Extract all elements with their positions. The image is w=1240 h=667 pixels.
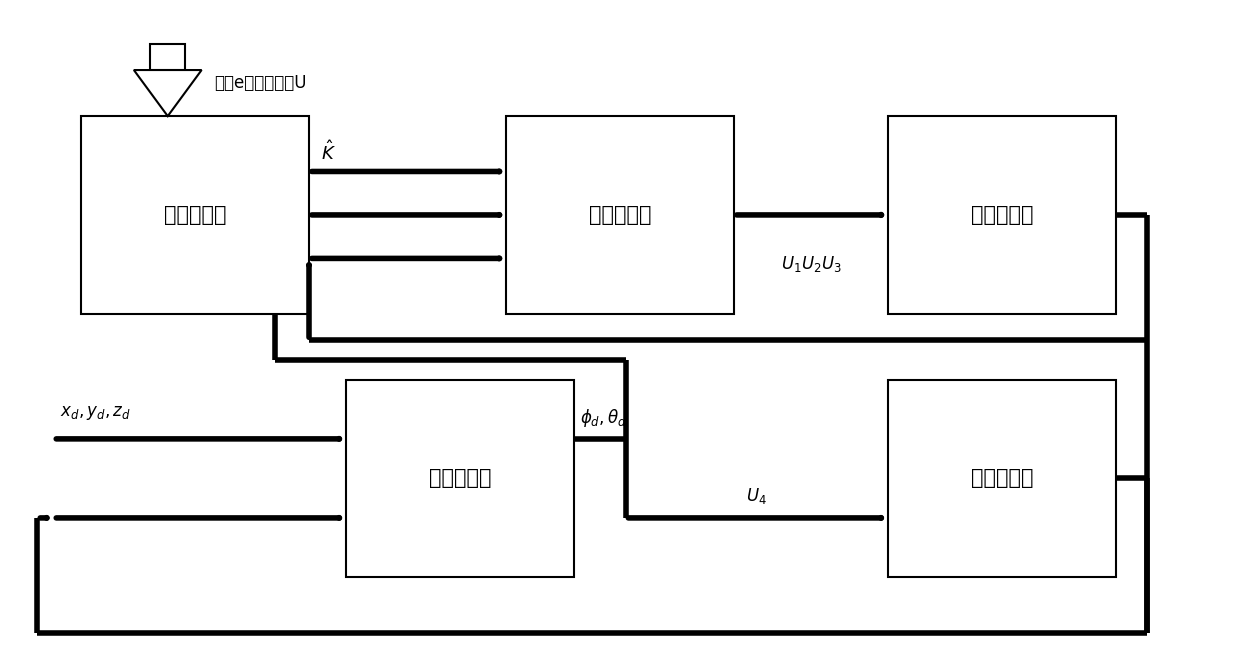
Bar — [888, 116, 1116, 313]
Text: 姿态子系统: 姿态子系统 — [971, 205, 1033, 225]
Text: $\phi_d,\theta_d$: $\phi_d,\theta_d$ — [580, 407, 627, 429]
Text: $U_4$: $U_4$ — [746, 486, 768, 506]
Text: $U_1U_2U_3$: $U_1U_2U_3$ — [780, 254, 841, 274]
Bar — [506, 116, 734, 313]
Text: $x_d,y_d,z_d$: $x_d,y_d,z_d$ — [60, 404, 130, 422]
Text: $\hat{K}$: $\hat{K}$ — [321, 140, 336, 163]
Text: 残差e、控制力矩U: 残差e、控制力矩U — [215, 74, 306, 92]
Text: 位置子系统: 位置子系统 — [971, 468, 1033, 488]
Polygon shape — [134, 70, 202, 116]
Bar — [150, 43, 185, 70]
Bar — [81, 116, 309, 313]
Text: 位置控制器: 位置控制器 — [429, 468, 491, 488]
Text: 故障估测器: 故障估测器 — [164, 205, 227, 225]
Bar — [888, 380, 1116, 577]
Bar — [346, 380, 574, 577]
Text: 容错控制器: 容错控制器 — [589, 205, 651, 225]
